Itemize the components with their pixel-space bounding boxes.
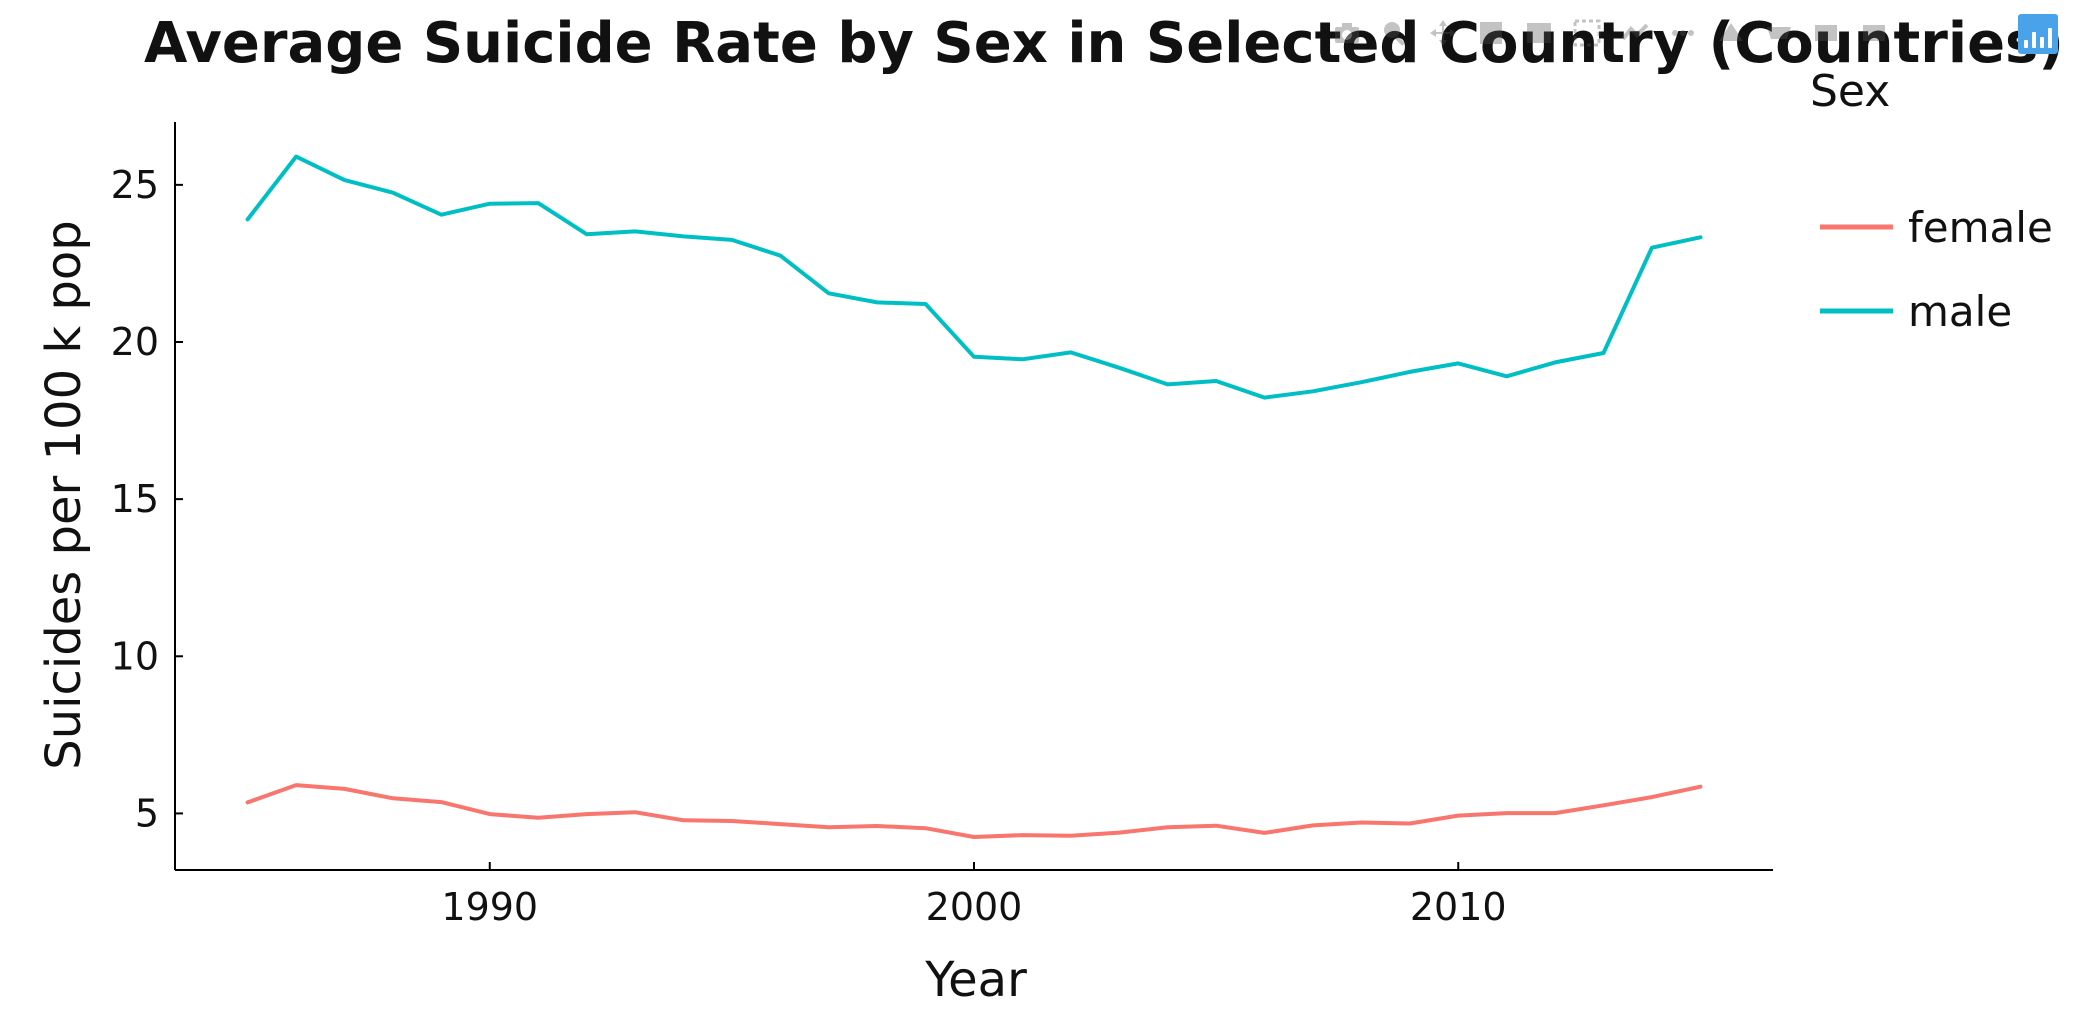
box-select-icon[interactable]	[1474, 16, 1508, 50]
series-line-female[interactable]	[245, 783, 1703, 839]
reset-axes-icon[interactable]	[1714, 16, 1748, 50]
series-line-male[interactable]	[245, 154, 1703, 400]
zoom-out-icon[interactable]	[1618, 16, 1652, 50]
spike-lines-icon[interactable]	[1762, 16, 1796, 50]
legend-title: Sex	[1810, 66, 1890, 117]
hover-compare-icon[interactable]	[1858, 16, 1892, 50]
y-tick-label: 10	[111, 634, 159, 678]
plot-area[interactable]: 1990 2000 2010 5 10 15 20 25	[111, 122, 1773, 929]
modebar-toolbar	[1330, 10, 1892, 56]
y-tick-label: 15	[111, 477, 159, 521]
x-tick-label: 2000	[926, 885, 1023, 929]
x-axis-title: Year	[924, 952, 1027, 1008]
x-tick-label: 2010	[1410, 885, 1507, 929]
y-tick-label: 5	[135, 791, 159, 835]
legend-label-female[interactable]: female	[1908, 203, 2053, 252]
autoscale-icon[interactable]	[1666, 16, 1700, 50]
chart-title: Average Suicide Rate by Sex in Selected …	[144, 11, 2064, 76]
lasso-select-icon[interactable]	[1522, 16, 1556, 50]
pan-icon[interactable]	[1426, 16, 1460, 50]
y-axis-title: Suicides per 100 k pop	[36, 220, 92, 769]
camera-icon[interactable]	[1330, 16, 1364, 50]
series-group	[245, 154, 1703, 839]
zoom-in-icon[interactable]	[1570, 16, 1604, 50]
legend: Sex female male	[1810, 66, 2053, 336]
x-axis-ticks: 1990 2000 2010	[441, 862, 1507, 929]
x-tick-label: 1990	[441, 885, 538, 929]
zoom-icon[interactable]	[1378, 16, 1412, 50]
y-tick-label: 25	[111, 163, 159, 207]
y-tick-label: 20	[111, 320, 159, 364]
hover-closest-icon[interactable]	[1810, 16, 1844, 50]
legend-items: female male	[1820, 203, 2053, 336]
y-axis-ticks: 5 10 15 20 25	[111, 163, 183, 835]
plotly-logo-icon[interactable]	[2018, 14, 2058, 54]
legend-label-male[interactable]: male	[1908, 287, 2012, 336]
